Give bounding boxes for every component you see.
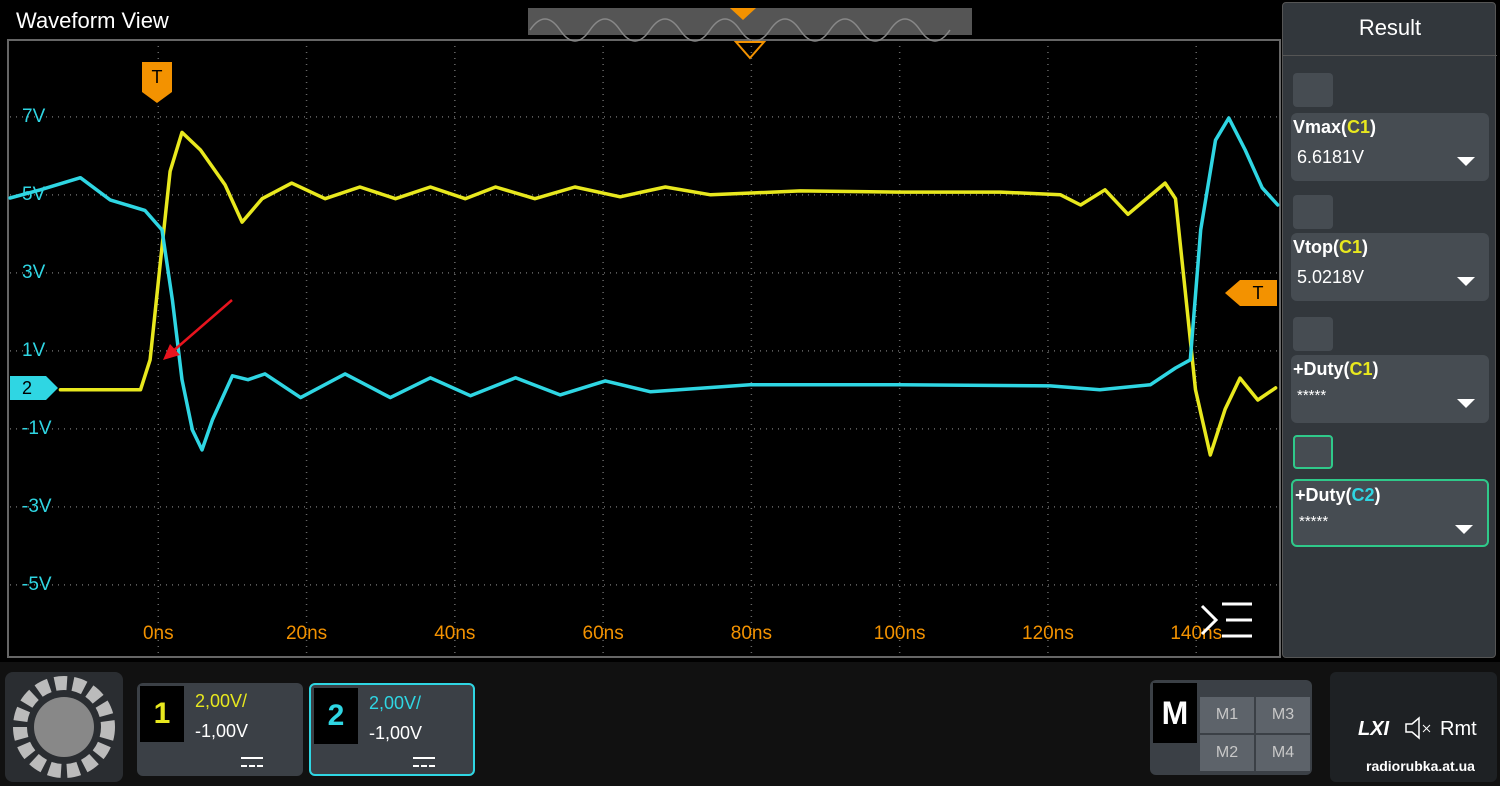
view-title: Waveform View — [16, 8, 169, 33]
waveform — [8, 116, 1280, 452]
measure-icon[interactable] — [1293, 317, 1333, 351]
y-tick-label: -1V — [22, 418, 52, 439]
measure-value: ***** — [1299, 513, 1329, 530]
channel-2-marker[interactable] — [10, 376, 58, 400]
measure-card[interactable]: +Duty(C1) ***** — [1291, 355, 1489, 423]
measure-icon[interactable] — [1293, 435, 1333, 469]
measure-card[interactable]: Vtop(C1) 5.0218V — [1291, 233, 1489, 301]
trigger-marker-label: T — [152, 67, 163, 87]
x-tick-label: 20ns — [286, 623, 327, 644]
x-tick-label: 80ns — [731, 623, 772, 644]
measure-label: Vmax(C1) — [1293, 117, 1377, 137]
x-tick-label: 60ns — [583, 623, 624, 644]
lxi-status: LXI — [1358, 718, 1390, 740]
math-button[interactable]: M4 — [1256, 735, 1310, 771]
measure-value: 5.0218V — [1297, 267, 1365, 287]
measure-icon[interactable] — [1293, 195, 1333, 229]
math-button[interactable]: M2 — [1200, 735, 1254, 771]
math-box[interactable]: M M1 M3 M2 M4 — [1150, 680, 1312, 775]
x-tick-label: 100ns — [874, 623, 926, 644]
channel-offset: -1,00V — [195, 721, 249, 741]
trigger-level-marker[interactable] — [1225, 280, 1277, 306]
channel-scale: 2,00V/ — [369, 693, 422, 713]
x-tick-label: 120ns — [1022, 623, 1074, 644]
divider — [1283, 55, 1497, 56]
dropdown[interactable] — [1457, 157, 1475, 166]
measure-label: +Duty(C2) — [1295, 485, 1381, 505]
channel-number: 2 — [314, 688, 358, 744]
trigger-position — [733, 41, 767, 60]
measure-icon[interactable] — [1293, 73, 1333, 107]
measure-value: 6.6181V — [1297, 147, 1365, 167]
math-button[interactable]: M1 — [1200, 697, 1254, 733]
channel-scale: 2,00V/ — [195, 691, 248, 711]
x-tick-label: 40ns — [434, 623, 475, 644]
result-panel: Result Vmax(C1) 6.6181V Vtop(C1) 5.0218V +… — [1282, 2, 1497, 658]
overview-trace — [529, 18, 951, 42]
plot-frame — [7, 39, 1281, 658]
dropdown[interactable] — [1457, 399, 1475, 408]
channel-1-box[interactable]: 1 2,00V/ -1,00V — [137, 683, 303, 776]
y-tick-label: 7V — [22, 106, 46, 127]
dropdown[interactable] — [1455, 525, 1473, 534]
channel-2-marker-label: 2 — [22, 378, 32, 398]
logo — [13, 676, 115, 778]
channel-2-box[interactable]: 2 2,00V/ -1,00V — [309, 683, 475, 776]
watermark: radiorubka.at.ua — [1366, 758, 1475, 774]
coupling-icon — [241, 757, 263, 767]
dropdown[interactable] — [1457, 277, 1475, 286]
channel-number: 1 — [140, 686, 184, 742]
measure-label: Vtop(C1) — [1293, 237, 1368, 257]
remote-status: Rmt — [1440, 718, 1477, 740]
annotation-arrow — [163, 299, 233, 360]
channel-offset: -1,00V — [369, 723, 423, 743]
trigger-marker-top[interactable] — [142, 62, 172, 103]
position-marker — [730, 8, 756, 20]
measure-label: +Duty(C1) — [1293, 359, 1379, 379]
y-tick-label: -3V — [22, 496, 52, 517]
x-tick-label: 140ns — [1170, 623, 1222, 644]
math-button[interactable]: M3 — [1256, 697, 1310, 733]
mute-icon — [1405, 716, 1431, 740]
y-tick-label: -5V — [22, 574, 52, 595]
menu-icon[interactable] — [1200, 602, 1252, 638]
panel-title: Result — [1358, 15, 1422, 40]
status-box: LXI Rmt radiorubka.at.ua — [1330, 672, 1497, 782]
math-label: M — [1153, 683, 1197, 743]
trigger-level-label: T — [1253, 283, 1264, 303]
y-tick-label: 3V — [22, 262, 46, 283]
measure-card[interactable]: +Duty(C2) ***** — [1291, 479, 1489, 547]
logo-button[interactable] — [5, 672, 123, 782]
measure-value: ***** — [1297, 387, 1327, 404]
waveform — [58, 130, 1278, 457]
coupling-icon — [413, 757, 435, 767]
measure-card[interactable]: Vmax(C1) 6.6181V — [1291, 113, 1489, 181]
x-tick-label: 0ns — [143, 623, 174, 644]
y-tick-label: 1V — [22, 340, 46, 361]
